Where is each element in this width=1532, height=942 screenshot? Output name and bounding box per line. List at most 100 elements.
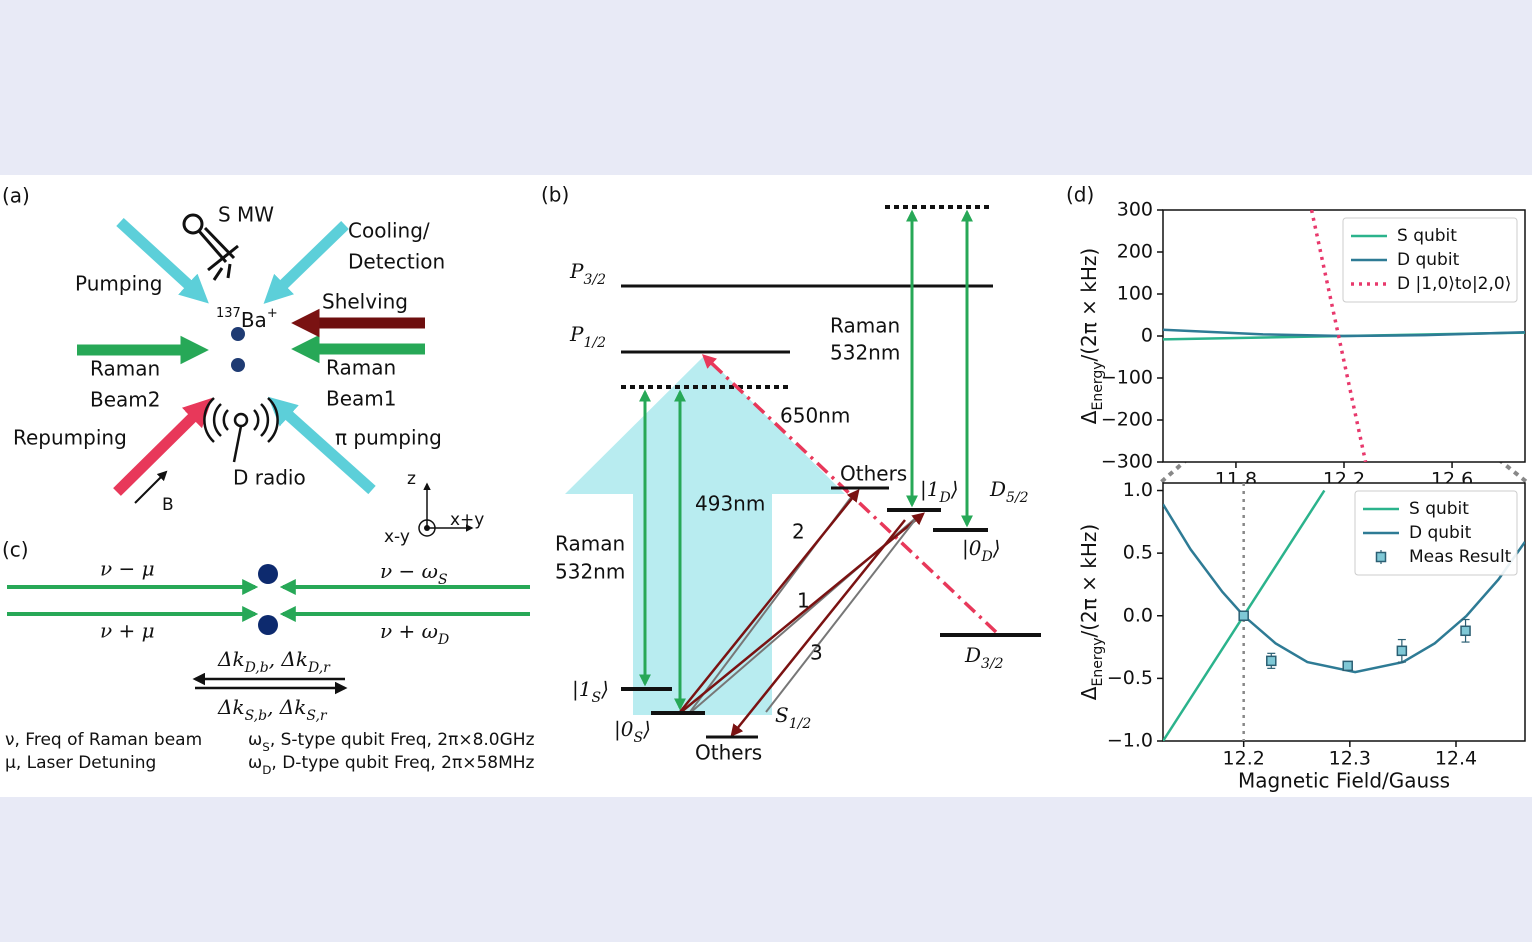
label: Shelving	[322, 290, 408, 314]
text-part: , S-type qubit Freq, 2π×8.0GHz	[270, 730, 535, 750]
label: Others	[695, 741, 762, 765]
y-tick-label: 1.0	[1123, 479, 1153, 501]
note: μ, Laser Detuning	[5, 753, 156, 773]
y-tick-label: 0.5	[1123, 542, 1153, 564]
y-tick-label: −0.5	[1107, 667, 1153, 689]
arrow	[116, 217, 209, 304]
text-part: ⟩	[992, 536, 1001, 560]
text-part: Δk	[217, 647, 245, 671]
label: 493nm	[695, 492, 765, 516]
text-part: 3/2	[981, 656, 1004, 672]
label: Cooling/	[348, 219, 430, 243]
level-label: S1/2	[775, 703, 811, 733]
label: Raman	[555, 532, 625, 556]
legend-box	[1342, 217, 1518, 303]
label: 532nm	[830, 341, 900, 365]
text-part: 1/2	[789, 716, 812, 732]
label: ΔkS,b, ΔkS,r	[217, 695, 328, 725]
text-part: D,b	[244, 660, 269, 676]
x-tick-label: 12.3	[1329, 748, 1371, 770]
label: ν + μ	[100, 619, 155, 643]
text-part: , Δk	[269, 647, 308, 671]
text-part: ω	[248, 753, 262, 773]
series-line	[1163, 503, 1525, 674]
text-part: S	[262, 740, 270, 754]
level-label: P3/2	[569, 259, 606, 289]
note: ωS, S-type qubit Freq, 2π×8.0GHz	[248, 730, 535, 754]
marker	[1266, 655, 1277, 667]
label: Others	[840, 462, 907, 486]
y-tick-label: −300	[1101, 451, 1153, 473]
text-part: +	[267, 306, 278, 321]
label: Raman	[830, 314, 900, 338]
text-part: S	[438, 572, 448, 588]
legend-label: D qubit	[1397, 250, 1460, 270]
level-label: |1D⟩	[920, 477, 959, 507]
y-tick-label: −200	[1101, 409, 1153, 431]
text-part: |0	[614, 717, 634, 742]
ion	[231, 327, 245, 341]
text-part: , D-type qubit Freq, 2π×58MHz	[271, 753, 534, 773]
label: B	[162, 495, 174, 515]
panel-label: (d)	[1066, 183, 1094, 207]
text-part: /(2π × kHz)	[1077, 248, 1101, 362]
legend-label: S qubit	[1397, 226, 1457, 246]
marker	[1238, 610, 1249, 622]
x-axis-label: Magnetic Field/Gauss	[1238, 769, 1450, 793]
marker	[1342, 660, 1353, 672]
legend-box	[1354, 490, 1518, 576]
text-part: 3/2	[583, 272, 606, 288]
label: Beam1	[326, 387, 397, 411]
label: z	[407, 469, 416, 489]
arrow	[263, 221, 349, 304]
text-part: ⟩	[642, 717, 651, 741]
ion	[231, 358, 245, 372]
text-part: |1	[572, 677, 591, 702]
path-label: 3	[810, 641, 823, 665]
marker	[1396, 645, 1408, 657]
level-label: |0D⟩	[962, 536, 1001, 566]
y-tick-label: 100	[1117, 283, 1153, 305]
y-tick-label: 0	[1141, 325, 1153, 347]
text-part: ν, Freq of Raman beam	[5, 730, 202, 750]
y-tick-label: 200	[1117, 241, 1153, 263]
series-line	[1309, 210, 1368, 462]
x-tick-label: 12.2	[1223, 748, 1265, 770]
label: D radio	[233, 466, 306, 490]
label: ν + ωD	[380, 619, 449, 649]
radio-icon	[203, 397, 279, 463]
label: 532nm	[555, 560, 625, 584]
text-part: ω	[248, 730, 262, 750]
text-part: Ba	[241, 308, 267, 332]
y-tick-label: 0.0	[1123, 604, 1153, 626]
label: Detection	[348, 250, 445, 274]
text-part: 1/2	[583, 335, 606, 351]
text-part: ⟩	[600, 677, 609, 701]
y-tick-label: −100	[1101, 367, 1153, 389]
text-part: S,b	[245, 708, 268, 724]
label: ΔkD,b, ΔkD,r	[217, 647, 331, 677]
panel-label: (a)	[2, 184, 30, 208]
text-part: D	[980, 549, 992, 565]
label: Raman	[326, 356, 396, 380]
legend-label: D qubit	[1409, 523, 1472, 543]
arrow	[113, 397, 213, 496]
text-part: μ, Laser Detuning	[5, 753, 156, 773]
note: ωD, D-type qubit Freq, 2π×58MHz	[248, 753, 535, 777]
text-part: |0	[962, 536, 982, 561]
transition	[765, 519, 916, 713]
transition	[730, 519, 906, 737]
text-part: S,r	[306, 708, 328, 724]
text-part: ⟩	[950, 477, 959, 501]
field-arrow	[134, 470, 168, 504]
text-part: D	[262, 763, 271, 777]
text-part: D	[437, 632, 449, 648]
y-tick-label: −1.0	[1107, 730, 1153, 752]
panel-label: (b)	[541, 183, 569, 207]
text-part: P	[569, 322, 584, 346]
microwave-icon	[182, 213, 239, 281]
transition	[701, 354, 998, 634]
x-tick-label: 12.4	[1435, 748, 1477, 770]
text-part: /(2π × kHz)	[1077, 524, 1101, 638]
